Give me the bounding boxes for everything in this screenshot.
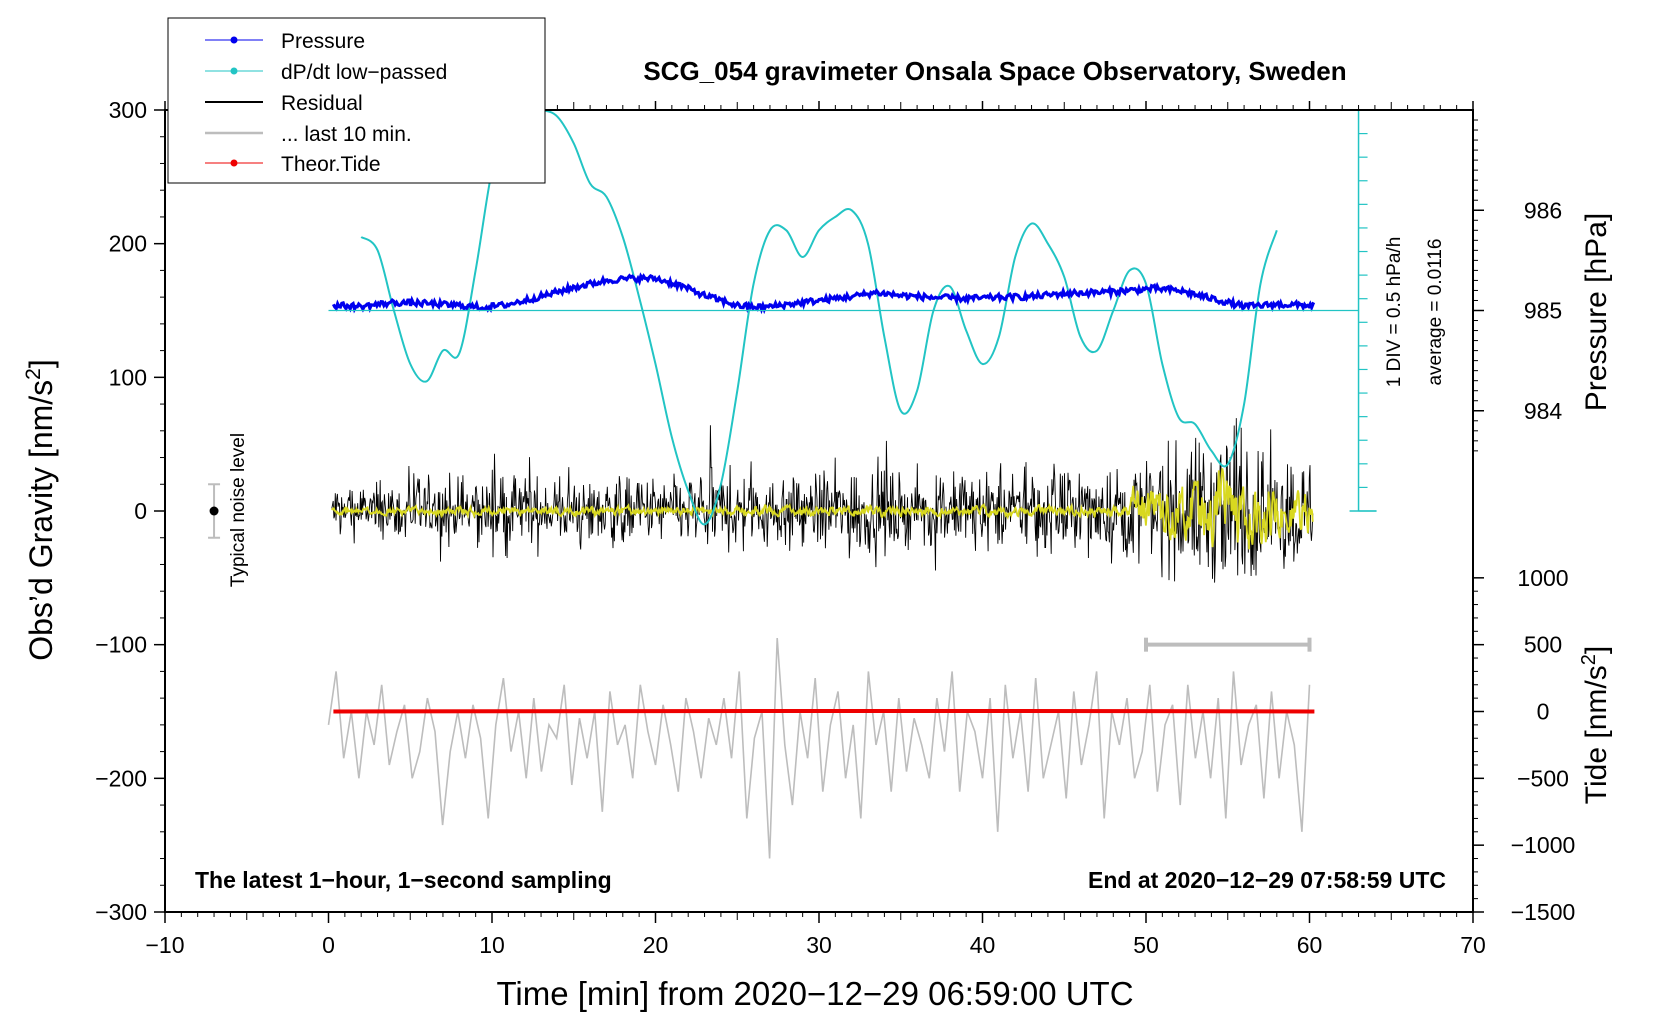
y-tick-label: 100 [109,364,147,390]
legend-marker-pressure [230,36,238,44]
legend-label-pressure: Pressure [281,30,365,53]
y-axis-label-main: Obs’d Gravity [nm/s [23,380,59,661]
y-tick-label: −200 [95,765,147,791]
y-tick-label: −100 [95,632,147,658]
annotation-sampling: The latest 1−hour, 1−second sampling [195,867,612,893]
y-axis-label-end: ] [23,359,59,368]
tide-axis-label-end: ] [1580,646,1613,654]
tide-axis-label-main: Tide [nm/s [1580,665,1613,804]
legend: Pressure dP/dt low−passed Residual ... l… [167,17,546,184]
y-tick-label: 200 [109,231,147,257]
clipped-series [327,110,1316,859]
tide-tick-label: 0 [1537,699,1550,725]
legend-label-last10: ... last 10 min. [281,123,412,146]
series-tide-line [333,709,1315,714]
tide-tick-label: 500 [1524,632,1562,658]
legend-label-residual: Residual [281,92,363,115]
legend-marker-tide [230,159,238,167]
series-residual-line [331,418,1314,583]
legend-label-dpdt: dP/dt low−passed [281,61,447,84]
tide-tick-label: −500 [1517,765,1569,791]
x-tick-label: 70 [1460,932,1486,958]
y-tick-label: 0 [134,498,147,524]
legend-box [167,17,546,184]
legend-item-residual: Residual [205,92,363,115]
x-tick-label: 30 [806,932,832,958]
x-tick-label: 50 [1133,932,1159,958]
series-last10-line [327,637,1311,859]
x-axis-label: Time [min] from 2020−12−29 06:59:00 UTC [496,975,1133,1012]
legend-marker-dpdt [230,67,238,75]
annotation-end-time: End at 2020−12−29 07:58:59 UTC [1088,867,1446,893]
pressure-tick-label: 986 [1524,197,1562,223]
noise-level-label: Typical noise level [228,433,249,587]
x-tick-label: 40 [970,932,996,958]
x-tick-label: 10 [479,932,505,958]
pressure-tick-label: 984 [1524,398,1563,424]
y-axis-label-sup: 2 [22,368,45,380]
series-pressure-line [331,272,1316,315]
y-tick-label: −300 [95,899,147,925]
legend-item-tide: Theor.Tide [205,153,381,176]
legend-item-pressure: Pressure [205,30,365,53]
series-residual-filtered-line [331,468,1314,550]
noise-bar-center [209,506,219,516]
x-tick-label: 60 [1297,932,1323,958]
x-tick-label: 0 [322,932,335,958]
axes-layer: −10 0 10 20 30 40 50 60 703002001000−100−200−300… [95,97,1575,958]
x-tick-label: −10 [145,932,184,958]
y-tick-label: 300 [109,97,147,123]
legend-item-last10: ... last 10 min. [205,123,412,146]
chart-title: SCG_054 gravimeter Onsala Space Observat… [643,56,1346,86]
x-tick-label: 20 [643,932,669,958]
legend-item-dpdt: dP/dt low−passed [205,61,447,84]
tide-tick-label: 1000 [1517,565,1568,591]
tide-tick-label: −1500 [1511,899,1576,925]
tide-axis-label-sup: 2 [1578,654,1600,665]
legend-label-tide: Theor.Tide [281,153,381,176]
tide-tick-label: −1000 [1511,832,1576,858]
y-axis-label: Obs’d Gravity [nm/s2] [22,359,59,661]
dpdt-scale-div-label: 1 DIV = 0.5 hPa/h [1384,237,1405,388]
dpdt-scale-avg-label: average = 0.0116 [1425,238,1446,385]
tide-axis-label: Tide [nm/s2] [1578,646,1613,804]
pressure-tick-label: 985 [1524,298,1562,324]
pressure-axis-label: Pressure [hPa] [1580,213,1613,411]
series-layer [208,109,1377,859]
